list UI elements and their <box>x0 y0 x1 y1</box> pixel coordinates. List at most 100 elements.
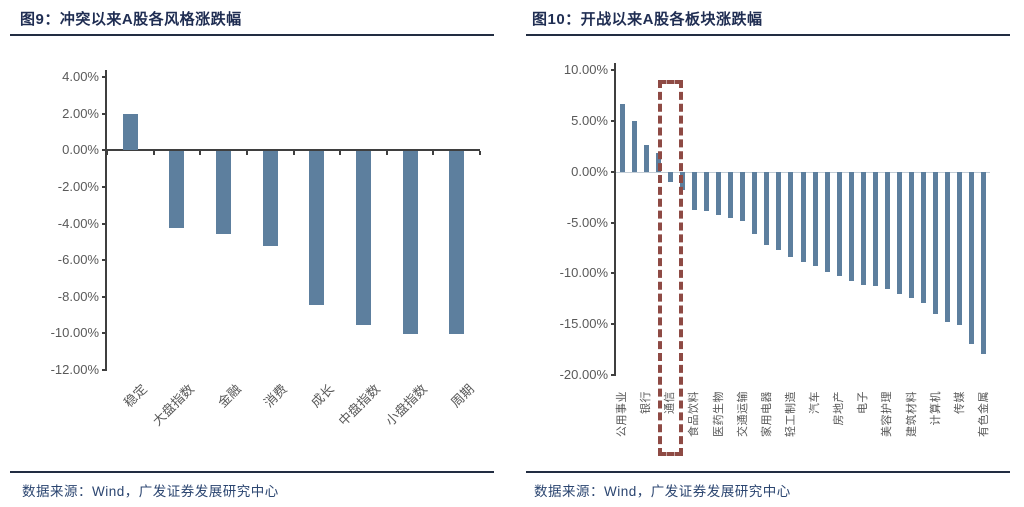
x-axis-label: 房地产 <box>833 391 846 426</box>
figure-10-bar-chart: 10.00% 5.00% 0.00% -5.00% -10.00% -15.00% -20.… <box>512 0 1024 507</box>
bar-食品饮料 <box>691 171 697 211</box>
bar-建筑材料 <box>909 171 915 298</box>
x-axis-label: 轻工制造 <box>784 391 797 437</box>
x-axis-tick-mark <box>245 151 248 156</box>
x-axis-label: 汽车 <box>809 391 822 414</box>
x-axis-tick-mark <box>199 151 202 156</box>
bar-银行 <box>643 145 649 172</box>
x-axis-tick-mark <box>106 151 108 156</box>
x-axis-tick-mark <box>292 151 295 156</box>
y-axis-tick-mark <box>611 323 616 326</box>
x-axis-label: 医药生物 <box>712 391 725 437</box>
bar-series-30 <box>969 171 975 345</box>
bar-成长 <box>309 151 325 306</box>
x-axis-label: 周期 <box>447 381 477 411</box>
bar-家用电器 <box>764 171 770 245</box>
bar-消费 <box>262 151 278 247</box>
y-axis-tick-label: -10.00% <box>50 325 99 341</box>
y-axis-tick-mark <box>102 369 107 371</box>
y-axis-tick-label: -5.00% <box>566 214 608 230</box>
x-axis-label: 消费 <box>261 381 291 411</box>
y-axis-tick-mark <box>102 332 107 335</box>
y-axis-tick-mark <box>102 222 107 225</box>
figure-10-source-rule <box>526 471 1010 473</box>
bar-series-12 <box>752 171 758 234</box>
y-axis-tick-label: -20.00% <box>559 367 608 382</box>
bar-房地产 <box>836 171 842 277</box>
x-axis-label: 交通运输 <box>736 391 749 437</box>
y-axis-tick-mark <box>102 259 107 262</box>
y-axis-tick-mark <box>611 374 616 376</box>
highlight-box-通信 <box>657 80 683 456</box>
x-axis-label: 计算机 <box>929 391 942 426</box>
bar-series-26 <box>921 171 927 303</box>
y-axis-tick-label: -15.00% <box>559 316 608 332</box>
bar-series-14 <box>776 171 782 250</box>
x-axis-label: 传媒 <box>953 391 966 414</box>
zero-baseline <box>107 149 480 152</box>
bar-轻工制造 <box>788 171 794 258</box>
y-axis-tick-label: 0.00% <box>571 163 608 179</box>
bar-传媒 <box>957 171 963 326</box>
x-axis-tick-mark <box>152 151 155 156</box>
bar-series-20 <box>848 171 854 282</box>
y-axis-tick-mark <box>102 76 107 78</box>
figure-10-title-rule <box>526 34 1010 36</box>
y-axis-tick-label: -2.00% <box>57 178 99 194</box>
y-axis-tick-label: -10.00% <box>559 265 608 281</box>
x-axis-label: 中盘指数 <box>335 381 384 429</box>
x-axis-label: 电子 <box>857 391 870 414</box>
bar-通信 <box>667 171 673 182</box>
figure-9-panel: 图9：冲突以来A股各风格涨跌幅 4.00% 2.00% 0.00% -2.00% -4.… <box>10 11 494 499</box>
bar-中盘指数 <box>355 151 371 326</box>
y-axis-tick-mark <box>102 149 107 152</box>
figure-9-source-note: 数据来源：Wind，广发证券发展研究中心 <box>22 484 279 499</box>
x-axis-label: 家用电器 <box>760 391 773 437</box>
figure-9-source-rule <box>10 471 494 473</box>
y-axis-tick-label: 10.00% <box>563 62 608 77</box>
bar-series-8 <box>703 171 709 212</box>
y-axis-tick-mark <box>102 112 107 115</box>
bar-series-22 <box>872 171 878 286</box>
bar-美容护理 <box>884 171 890 289</box>
bar-series-10 <box>728 171 734 219</box>
figure-10-source-note: 数据来源：Wind，广发证券发展研究中心 <box>534 484 791 499</box>
x-axis-label: 金融 <box>214 381 244 411</box>
bar-大盘指数 <box>169 151 185 229</box>
bar-series-24 <box>897 171 903 294</box>
x-axis-label: 有色金属 <box>977 391 990 437</box>
y-axis-line <box>105 70 107 371</box>
x-axis-label: 公用事业 <box>616 391 629 437</box>
bar-小盘指数 <box>402 151 418 335</box>
figure-10-panel: 图10：开战以来A股各板块涨跌幅 10.00% 5.00% 0.00% -5.00% -… <box>512 0 1024 507</box>
bar-计算机 <box>933 171 939 314</box>
bar-series-18 <box>824 171 830 273</box>
y-axis-tick-mark <box>611 170 616 173</box>
x-axis-tick-mark <box>479 151 481 156</box>
bar-series-2 <box>631 120 637 172</box>
bar-汽车 <box>812 171 818 267</box>
bar-交通运输 <box>740 171 746 222</box>
x-axis-tick-mark <box>339 151 342 156</box>
bar-电子 <box>860 171 866 285</box>
y-axis-tick-label: 2.00% <box>62 105 99 121</box>
y-axis-tick-mark <box>611 272 616 275</box>
x-axis-tick-mark <box>432 151 435 156</box>
y-axis-line <box>614 63 616 376</box>
x-axis-label: 建筑材料 <box>905 391 918 437</box>
figure-9-title-rule <box>10 34 494 36</box>
bar-稳定 <box>122 113 138 151</box>
x-axis-label: 美容护理 <box>881 391 894 437</box>
y-axis-tick-label: 5.00% <box>571 112 608 128</box>
x-axis-label: 小盘指数 <box>382 381 430 429</box>
figure-10-title: 图10：开战以来A股各板块涨跌幅 <box>532 11 763 28</box>
x-axis-label: 大盘指数 <box>149 381 197 429</box>
x-axis-label: 成长 <box>307 381 337 411</box>
bar-周期 <box>449 151 465 335</box>
x-axis-label: 食品饮料 <box>688 391 701 437</box>
y-axis-tick-label: -6.00% <box>57 252 99 268</box>
y-axis-tick-label: -12.00% <box>50 362 99 377</box>
y-axis-tick-mark <box>611 221 616 224</box>
y-axis-tick-label: 4.00% <box>62 69 99 84</box>
